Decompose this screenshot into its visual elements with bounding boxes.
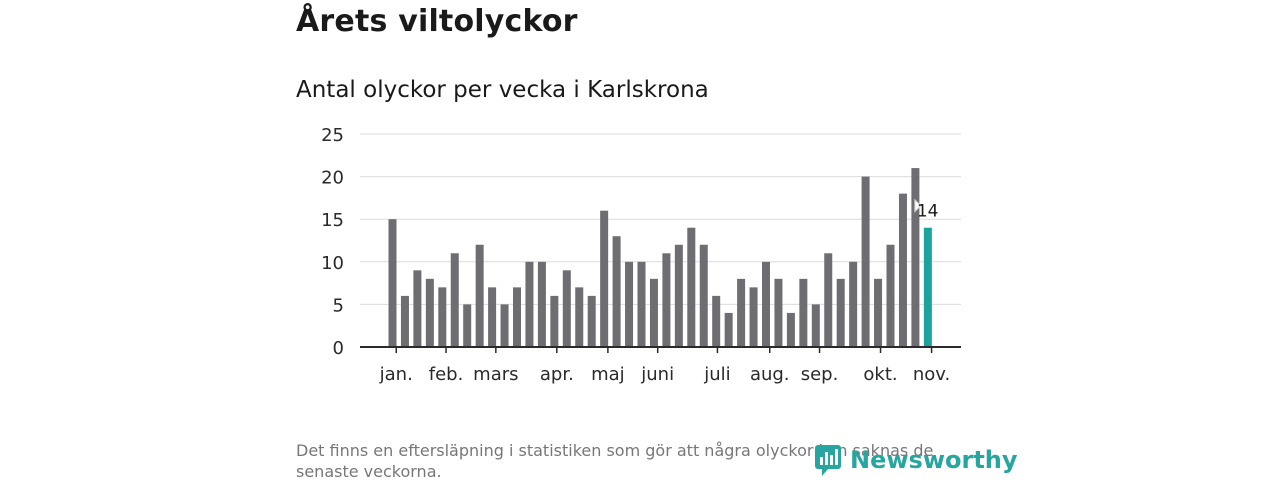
bar <box>587 295 596 347</box>
bar <box>475 244 484 347</box>
y-tick-label: 5 <box>333 295 344 316</box>
bars <box>388 168 932 347</box>
bar <box>500 304 509 347</box>
x-tick-label: juni <box>640 364 674 385</box>
bar <box>438 287 447 347</box>
x-axis-ticks: jan. feb. mars apr. maj juni juli aug. sep. okt. n… <box>379 347 950 385</box>
bar <box>537 261 546 347</box>
bar <box>687 227 696 347</box>
bar <box>724 312 733 347</box>
x-tick-label: maj <box>591 364 625 385</box>
bar <box>562 270 571 347</box>
bar <box>600 210 609 347</box>
bar-chart: 0 5 10 15 20 25 jan. feb. mars apr. maj juni juli au… <box>321 125 961 385</box>
highlight-annotation: 14 <box>914 198 939 222</box>
bar <box>836 278 845 347</box>
y-tick-label: 20 <box>321 168 344 189</box>
bar <box>886 244 895 347</box>
bar <box>749 287 758 347</box>
bar <box>674 244 683 347</box>
y-axis-ticks: 0 5 10 15 20 25 <box>321 125 344 359</box>
y-tick-label: 0 <box>333 338 344 359</box>
bar <box>550 295 559 347</box>
chart-subtitle: Antal olyckor per vecka i Karlskrona <box>296 77 709 103</box>
bar <box>463 304 472 347</box>
x-tick-label: sep. <box>801 364 839 385</box>
chart-title: Årets viltolyckor <box>296 4 578 39</box>
bar <box>450 253 459 347</box>
bar <box>737 278 746 347</box>
bar <box>525 261 534 347</box>
bar <box>911 168 920 347</box>
bar <box>849 261 858 347</box>
bar <box>811 304 820 347</box>
bar <box>874 278 883 347</box>
bar <box>413 270 422 347</box>
gridlines <box>360 133 961 305</box>
bar <box>612 236 621 347</box>
annotation-pointer <box>914 198 922 213</box>
bar <box>861 176 870 347</box>
x-tick-label: feb. <box>429 364 464 385</box>
y-tick-label: 10 <box>321 253 344 274</box>
bar <box>699 244 708 347</box>
bar <box>400 295 409 347</box>
footnote: Det finns en eftersläpning i statistiken… <box>296 441 934 481</box>
bar <box>575 287 584 347</box>
bar <box>513 287 521 347</box>
newsworthy-logo-icon <box>815 445 841 476</box>
bar <box>898 193 907 347</box>
bar <box>662 253 671 347</box>
x-tick-label: okt. <box>863 364 897 385</box>
bar <box>649 278 658 347</box>
bar <box>786 312 795 347</box>
bar <box>762 261 770 347</box>
brand-logo[interactable]: Newsworthy <box>814 443 1018 477</box>
x-tick-label: jan. <box>379 364 413 385</box>
bar <box>824 253 833 347</box>
bar <box>625 261 634 347</box>
bar <box>774 278 783 347</box>
y-tick-label: 25 <box>321 125 344 146</box>
bar <box>799 278 808 347</box>
x-tick-label: apr. <box>540 364 574 385</box>
bar <box>488 287 497 347</box>
brand-name: Newsworthy <box>850 446 1018 474</box>
bar <box>712 295 721 347</box>
highlight-value-label: 14 <box>917 202 939 222</box>
x-tick-label: juli <box>703 364 730 385</box>
x-tick-label: nov. <box>913 364 950 385</box>
bar <box>637 261 646 347</box>
bar <box>388 219 397 347</box>
y-tick-label: 15 <box>321 210 344 231</box>
bar <box>425 278 434 347</box>
x-tick-label: aug. <box>750 364 790 385</box>
highlight-bar <box>923 227 932 347</box>
x-tick-label: mars <box>473 364 518 385</box>
